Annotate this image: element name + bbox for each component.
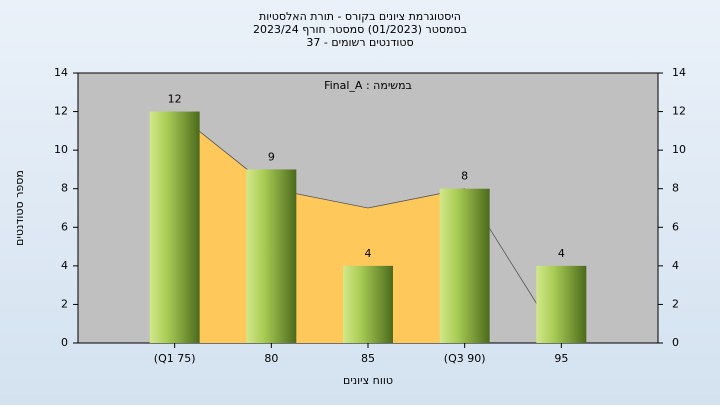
y2-tick-label: 0: [672, 336, 679, 349]
y2-tick-label: 12: [672, 105, 686, 118]
x-tick-label: 80: [264, 352, 278, 365]
y-tick-label: 6: [61, 220, 68, 233]
chart-subtitle: סטודנטים רשומים - 37: [306, 36, 413, 49]
data-label: 12: [168, 93, 182, 106]
y2-tick-label: 6: [672, 220, 679, 233]
bar: [149, 111, 200, 343]
y2-tick-label: 14: [672, 66, 686, 79]
y2-tick-label: 2: [672, 297, 679, 310]
y2-tick-label: 8: [672, 182, 679, 195]
x-axis-label: טווח ציונים: [343, 374, 393, 387]
data-label: 4: [365, 247, 372, 260]
y2-tick-label: 10: [672, 143, 686, 156]
annotation: במשימה : Final_A: [324, 79, 412, 92]
x-tick-label: 95: [554, 352, 568, 365]
data-label: 8: [461, 170, 468, 183]
bar: [246, 169, 297, 343]
x-tick-label: (Q3 90): [444, 352, 486, 365]
chart-title: היסטוגרמת ציונים בקורס - תורת האלסטיות: [259, 10, 461, 23]
data-label: 4: [558, 247, 565, 260]
area-line: [174, 111, 562, 344]
y-tick-label: 10: [54, 143, 68, 156]
y-tick-label: 2: [61, 297, 68, 310]
y-axis-label: מספר סטודנטים: [13, 170, 26, 246]
y-tick-label: 14: [54, 66, 68, 79]
y-tick-label: 8: [61, 182, 68, 195]
bar: [343, 265, 393, 343]
x-tick-label: 85: [361, 352, 375, 365]
x-tick-label: (Q1 75): [154, 352, 196, 365]
data-label: 9: [268, 150, 275, 163]
y-tick-label: 4: [61, 259, 68, 272]
bar: [439, 188, 490, 343]
y-tick-label: 12: [54, 105, 68, 118]
y2-tick-label: 4: [672, 259, 679, 272]
bar: [536, 265, 587, 343]
chart-subtitle: בסמסטר (01/2023) סמסטר חורף 2023/24: [253, 23, 467, 36]
y-tick-label: 0: [61, 336, 68, 349]
